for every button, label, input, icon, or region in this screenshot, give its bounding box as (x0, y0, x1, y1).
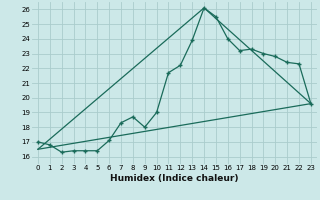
X-axis label: Humidex (Indice chaleur): Humidex (Indice chaleur) (110, 174, 239, 183)
